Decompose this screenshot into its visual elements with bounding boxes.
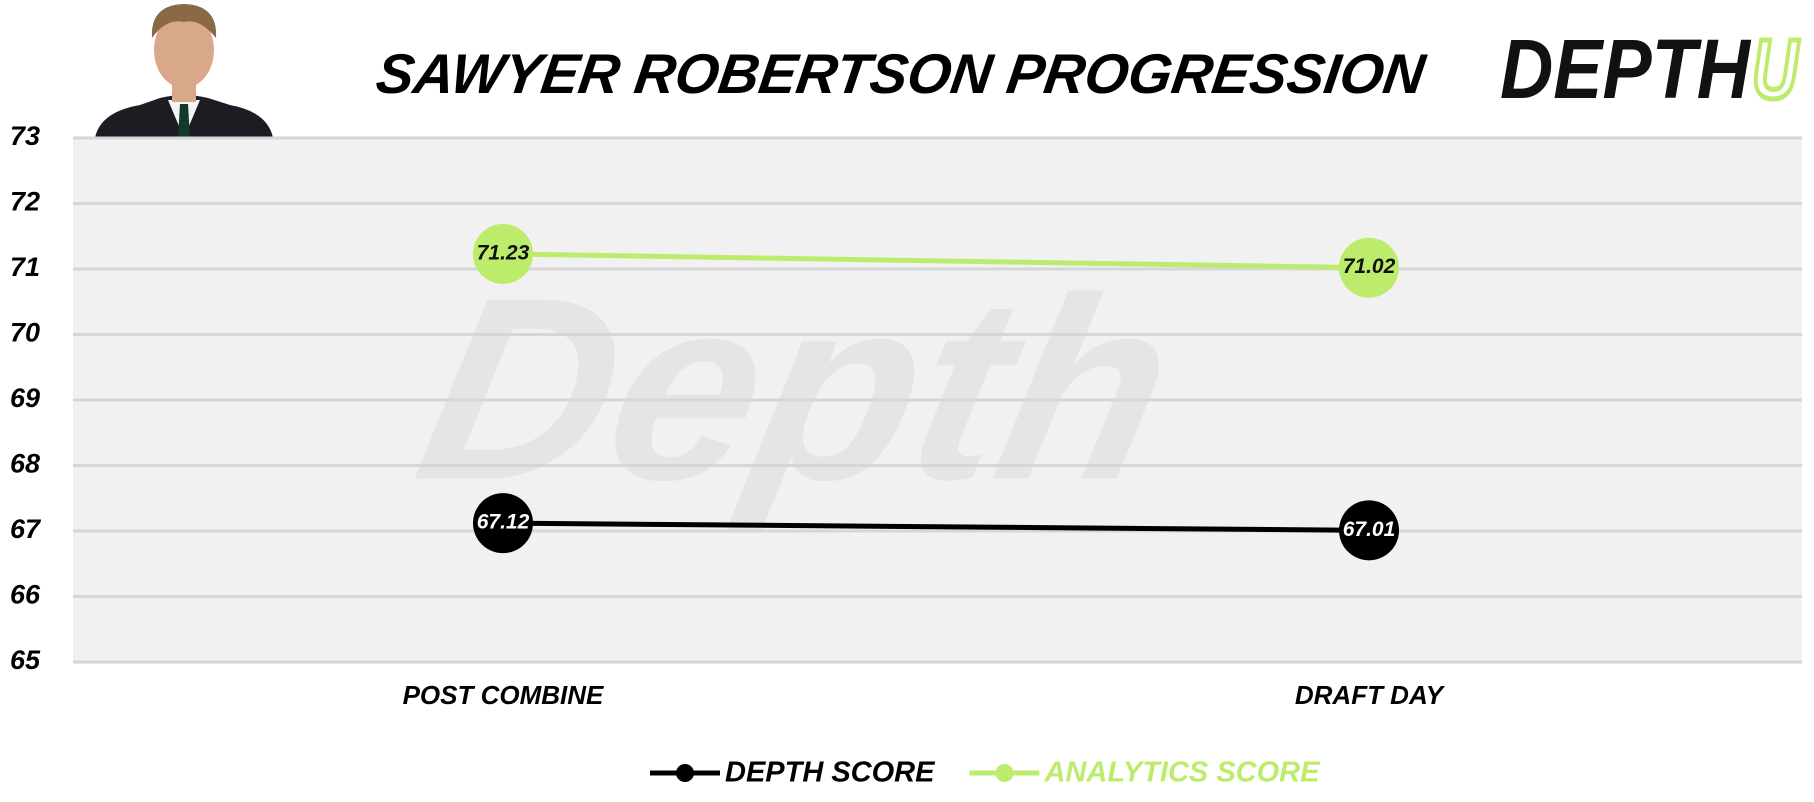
data-label: 71.02 [1343, 255, 1396, 278]
legend-swatch-dot [995, 764, 1014, 782]
y-tick-label: 66 [10, 580, 41, 610]
legend-swatch-dot [676, 764, 694, 782]
player-photo [95, 4, 273, 138]
y-tick-label: 71 [10, 252, 40, 282]
legend-item: ANALYTICS SCORE [969, 757, 1321, 789]
data-point [473, 223, 533, 284]
x-tick-label: DRAFT DAY [1295, 680, 1446, 710]
y-tick-label: 67 [10, 514, 42, 544]
x-tick-label: POST COMBINE [403, 680, 604, 710]
y-tick-label: 69 [10, 383, 40, 413]
watermark: Depth [398, 243, 1197, 535]
data-label: 67.01 [1343, 518, 1396, 541]
y-tick-label: 65 [10, 645, 41, 675]
legend-label: DEPTH SCORE [725, 757, 936, 789]
logo-accent: U [1752, 22, 1800, 116]
y-tick-label: 68 [10, 449, 40, 479]
chart-title: SAWYER ROBERTSON PROGRESSION [373, 42, 1431, 105]
data-point [1339, 237, 1399, 298]
y-tick-label: 73 [10, 121, 40, 151]
data-label: 67.12 [477, 511, 530, 534]
logo: DEPTH [1500, 22, 1752, 116]
y-tick-label: 72 [10, 187, 40, 217]
series-line [502, 251, 1370, 271]
legend-item: DEPTH SCORE [650, 757, 936, 789]
series-line [502, 520, 1370, 533]
data-label: 71.23 [477, 241, 530, 264]
y-tick-label: 70 [10, 318, 40, 348]
data-point [1339, 500, 1399, 561]
legend-label: ANALYTICS SCORE [1043, 757, 1321, 789]
data-point [473, 493, 533, 554]
